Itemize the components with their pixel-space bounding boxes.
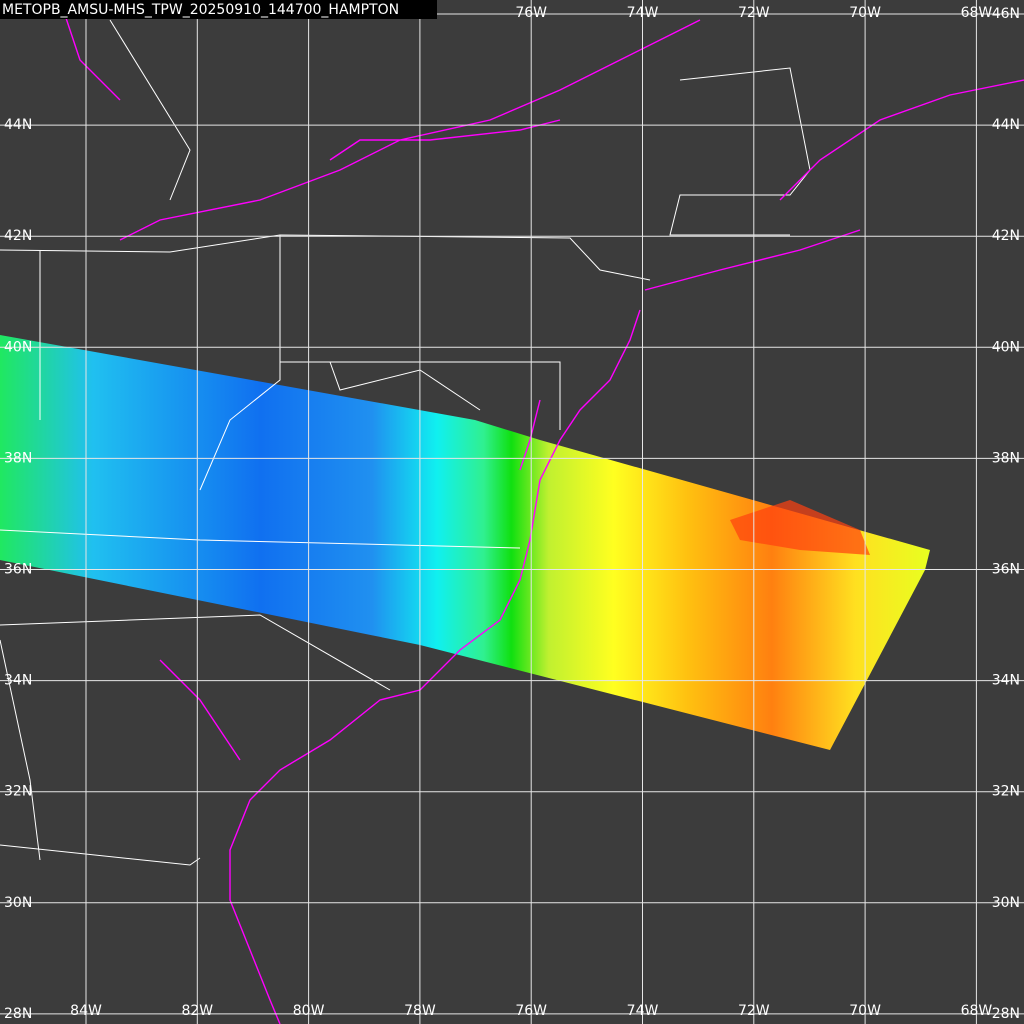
longitude-label-bottom: 68W	[961, 1003, 993, 1019]
longitude-label-bottom: 72W	[738, 1003, 770, 1019]
latitude-label-left: 38N	[4, 450, 32, 466]
coastlines	[59, 0, 1024, 1024]
title-background	[0, 0, 437, 19]
longitude-label-bottom: 70W	[849, 1003, 881, 1019]
latitude-label-right: 34N	[992, 673, 1020, 689]
longitude-label-top: 72W	[738, 5, 770, 21]
latitude-label-right: 30N	[992, 895, 1020, 911]
latitude-label-right: 40N	[992, 339, 1020, 355]
longitude-label-top: 76W	[515, 5, 547, 21]
latitude-label-left: 30N	[4, 895, 32, 911]
latitude-label-left: 40N	[4, 339, 32, 355]
longitude-label-bottom: 84W	[70, 1003, 102, 1019]
longitude-label-bottom: 80W	[293, 1003, 325, 1019]
latitude-label-left: 36N	[4, 562, 32, 578]
longitude-label-top: 68W	[961, 5, 993, 21]
tpw-high	[730, 500, 870, 555]
latitude-label-left: 44N	[4, 117, 32, 133]
longitude-label-bottom: 74W	[627, 1003, 659, 1019]
title: METOPB_AMSU-MHS_TPW_20250910_144700_HAMP…	[2, 2, 399, 18]
longitude-label-bottom: 82W	[181, 1003, 213, 1019]
longitude-label-bottom: 78W	[404, 1003, 436, 1019]
longitude-label-top: 74W	[627, 5, 659, 21]
latitude-label-left: 34N	[4, 673, 32, 689]
latitude-label-right: 38N	[992, 450, 1020, 466]
latitude-label-right: 28N	[992, 1006, 1020, 1022]
graticule-labels: 46N 44N 44N 42N 42N 40N 40N 38N 38N 36N 36N 34N 34N 3…	[4, 5, 1020, 1022]
latitude-label-right: 32N	[992, 784, 1020, 800]
latitude-label-right: 42N	[992, 228, 1020, 244]
latitude-label-right: 46N	[992, 6, 1020, 22]
latitude-label-right: 44N	[992, 117, 1020, 133]
latitude-label-left: 28N	[4, 1006, 32, 1022]
latitude-label-right: 36N	[992, 562, 1020, 578]
tpw-swath	[0, 335, 930, 750]
latitude-label-left: 42N	[4, 228, 32, 244]
longitude-label-top: 70W	[849, 5, 881, 21]
longitude-label-bottom: 76W	[515, 1003, 547, 1019]
latitude-label-left: 32N	[4, 784, 32, 800]
